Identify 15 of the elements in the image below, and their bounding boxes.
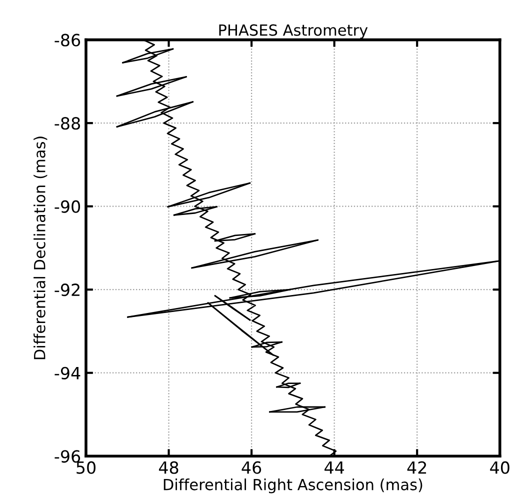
y-tick-label: -88 [54, 117, 80, 130]
x-tick-label: 50 [76, 461, 96, 474]
x-tick-label: 44 [324, 461, 344, 474]
y-tick-label: -92 [54, 284, 80, 296]
x-axis-title: Differential Right Ascension (mas) [164, 478, 422, 494]
y-tick-label: -96 [54, 450, 80, 463]
y-tick-label: -94 [54, 366, 80, 380]
y-axis-title: Differential Declination (mas) [34, 136, 48, 360]
y-tick-label: -86 [54, 34, 80, 46]
x-tick-label: 46 [242, 461, 262, 474]
y-tick-label: -90 [54, 200, 80, 213]
x-tick-label: 48 [158, 461, 178, 474]
x-tick-label: 40 [490, 461, 510, 474]
x-tick-label: 42 [407, 461, 426, 474]
chart-title: PHASES Astrometry [219, 24, 368, 39]
